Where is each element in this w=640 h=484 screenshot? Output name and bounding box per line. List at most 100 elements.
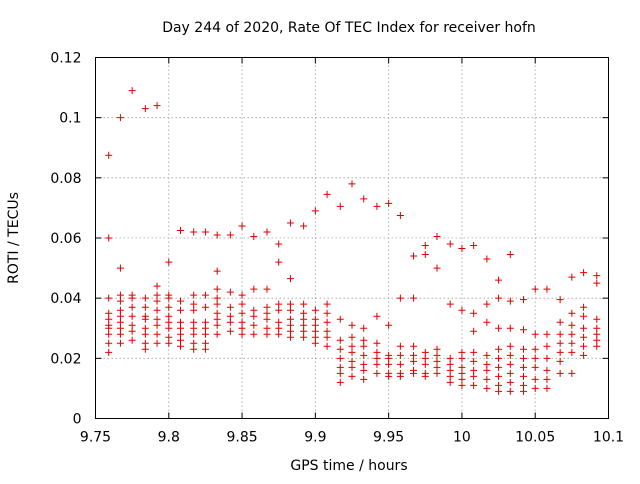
data-point: [556, 330, 564, 338]
data-point: [506, 369, 514, 377]
data-point: [177, 226, 185, 234]
data-point: [495, 381, 503, 389]
data-point: [446, 240, 454, 248]
data-point: [165, 333, 173, 341]
data-point: [116, 312, 124, 320]
data-point: [128, 336, 136, 344]
data-point: [348, 372, 356, 380]
data-point: [458, 369, 466, 377]
data-point: [275, 306, 283, 314]
data-point: [275, 330, 283, 338]
data-point: [238, 291, 246, 299]
data-point: [190, 318, 198, 326]
data-point: [495, 276, 503, 284]
data-point: [190, 300, 198, 308]
data-point: [360, 351, 368, 359]
data-point: [263, 228, 271, 236]
data-point: [373, 369, 381, 377]
data-point: [226, 312, 234, 320]
data-point: [250, 321, 258, 329]
data-point: [213, 315, 221, 323]
y-tick-label: 0.12: [50, 51, 81, 67]
data-point: [141, 105, 149, 113]
data-point: [190, 345, 198, 353]
data-point: [483, 375, 491, 383]
data-point: [470, 242, 478, 250]
data-points: [105, 87, 601, 395]
data-point: [177, 342, 185, 350]
data-point: [421, 242, 429, 250]
data-point: [373, 202, 381, 210]
data-point: [128, 327, 136, 335]
data-point: [470, 357, 478, 365]
data-point: [410, 351, 418, 359]
data-point: [250, 330, 258, 338]
data-point: [165, 324, 173, 332]
data-point: [495, 354, 503, 362]
data-point: [396, 372, 404, 380]
data-point: [580, 324, 588, 332]
data-point: [190, 291, 198, 299]
data-point: [300, 327, 308, 335]
data-point: [177, 330, 185, 338]
data-point: [275, 324, 283, 332]
data-point: [275, 258, 283, 266]
data-point: [360, 336, 368, 344]
data-point: [568, 339, 576, 347]
data-point: [105, 339, 113, 347]
data-point: [213, 285, 221, 293]
data-point: [519, 363, 527, 371]
data-point: [105, 234, 113, 242]
data-point: [190, 324, 198, 332]
y-tick-label: 0.06: [50, 231, 81, 247]
data-point: [360, 375, 368, 383]
data-point: [433, 357, 441, 365]
data-point: [410, 357, 418, 365]
data-point: [568, 330, 576, 338]
data-point: [286, 300, 294, 308]
data-point: [336, 202, 344, 210]
data-point: [263, 309, 271, 317]
data-point: [336, 345, 344, 353]
data-point: [165, 318, 173, 326]
data-point: [396, 342, 404, 350]
data-point: [128, 294, 136, 302]
data-point: [201, 303, 209, 311]
data-point: [348, 321, 356, 329]
data-point: [421, 348, 429, 356]
data-point: [506, 378, 514, 386]
data-point: [226, 327, 234, 335]
data-point: [311, 339, 319, 347]
data-point: [263, 324, 271, 332]
data-point: [213, 294, 221, 302]
data-point: [336, 363, 344, 371]
data-point: [506, 360, 514, 368]
data-point: [141, 303, 149, 311]
data-point: [543, 375, 551, 383]
data-point: [116, 339, 124, 347]
data-point: [373, 339, 381, 347]
data-point: [153, 339, 161, 347]
data-point: [311, 306, 319, 314]
data-point: [446, 372, 454, 380]
data-point: [275, 240, 283, 248]
data-point: [153, 282, 161, 290]
y-tick-label: 0.02: [50, 351, 81, 367]
data-point: [568, 321, 576, 329]
data-point: [410, 342, 418, 350]
data-point: [238, 330, 246, 338]
data-point: [593, 272, 601, 280]
data-point: [336, 369, 344, 377]
data-point: [153, 315, 161, 323]
data-point: [495, 345, 503, 353]
data-point: [519, 354, 527, 362]
data-point: [458, 354, 466, 362]
data-point: [458, 381, 466, 389]
x-tick-label: 9.85: [226, 430, 257, 446]
data-point: [396, 294, 404, 302]
x-tick-label: 10.1: [593, 430, 624, 446]
data-point: [105, 294, 113, 302]
data-point: [286, 219, 294, 227]
data-point: [568, 273, 576, 281]
data-point: [470, 309, 478, 317]
